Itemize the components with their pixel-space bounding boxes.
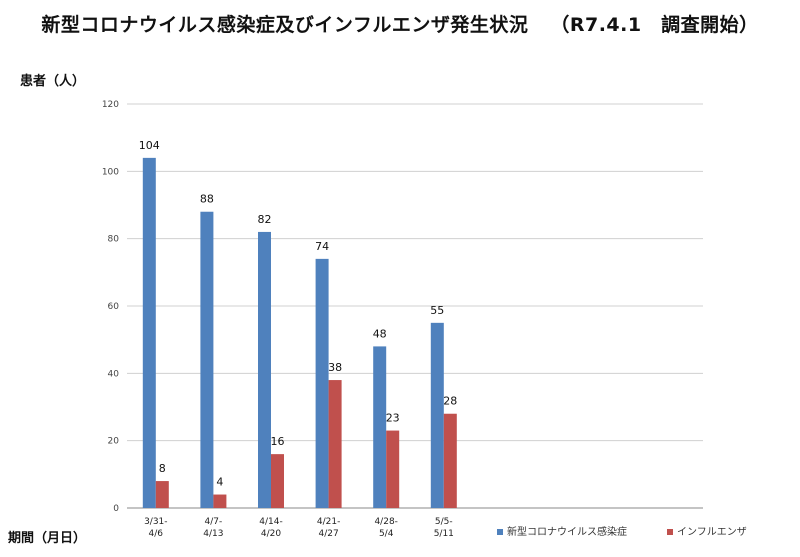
bar bbox=[373, 346, 387, 508]
x-tick-label: 4/7- bbox=[205, 517, 223, 527]
x-tick-label: 5/5- bbox=[435, 517, 453, 527]
bar bbox=[142, 157, 156, 508]
legend-swatch bbox=[497, 529, 503, 535]
bar bbox=[200, 211, 214, 508]
y-tick-label: 20 bbox=[108, 437, 120, 447]
x-tick-label: 3/31- bbox=[144, 517, 167, 527]
chart-subtitle: （R7.4.1 調査開始） bbox=[550, 14, 759, 36]
data-label: 8 bbox=[159, 462, 166, 475]
x-tick-label: 5/11 bbox=[434, 529, 454, 539]
x-tick-label: 4/21- bbox=[317, 517, 340, 527]
x-tick-label: 4/6 bbox=[149, 529, 164, 539]
legend-entry: 新型コロナウイルス感染症 bbox=[507, 525, 627, 538]
data-label: 28 bbox=[443, 395, 457, 408]
data-label: 23 bbox=[386, 412, 400, 425]
y-tick-label: 0 bbox=[113, 504, 119, 514]
bar bbox=[443, 413, 457, 508]
bar bbox=[258, 231, 271, 508]
bar bbox=[271, 454, 284, 508]
y-tick-label: 100 bbox=[102, 167, 119, 177]
bar bbox=[213, 494, 227, 508]
bar bbox=[155, 481, 169, 508]
data-label: 88 bbox=[200, 193, 214, 206]
x-tick-label: 4/14- bbox=[259, 517, 282, 527]
x-tick-label: 5/4 bbox=[379, 529, 394, 539]
legend-entry: インフルエンザ bbox=[677, 526, 747, 538]
x-tick-label: 4/13 bbox=[203, 529, 223, 539]
chart-title: 新型コロナウイルス感染症及びインフルエンザ発生状況 （R7.4.1 調査開始） bbox=[0, 10, 800, 37]
x-axis-label: 期間（月日） bbox=[8, 531, 87, 546]
y-tick-label: 40 bbox=[108, 369, 120, 379]
data-label: 55 bbox=[430, 304, 444, 317]
data-label: 4 bbox=[216, 476, 223, 489]
data-label: 38 bbox=[328, 361, 342, 374]
bar bbox=[328, 380, 342, 508]
bar bbox=[386, 430, 400, 508]
y-tick-label: 80 bbox=[108, 235, 120, 245]
data-label: 82 bbox=[258, 213, 272, 226]
x-tick-label: 4/20 bbox=[261, 529, 281, 539]
x-tick-label: 4/28- bbox=[374, 517, 397, 527]
x-tick-label: 4/27 bbox=[318, 529, 338, 539]
bar bbox=[430, 322, 444, 508]
data-label: 16 bbox=[271, 435, 285, 448]
legend-swatch bbox=[667, 529, 673, 535]
y-tick-label: 120 bbox=[102, 100, 119, 110]
data-label: 104 bbox=[139, 139, 160, 152]
data-label: 74 bbox=[315, 240, 329, 253]
chart-title-main: 新型コロナウイルス感染症及びインフルエンザ発生状況 bbox=[41, 14, 529, 36]
data-label: 48 bbox=[373, 327, 387, 340]
y-tick-label: 60 bbox=[108, 302, 120, 312]
bar bbox=[315, 258, 329, 508]
y-axis-label: 患者（人） bbox=[20, 74, 86, 89]
